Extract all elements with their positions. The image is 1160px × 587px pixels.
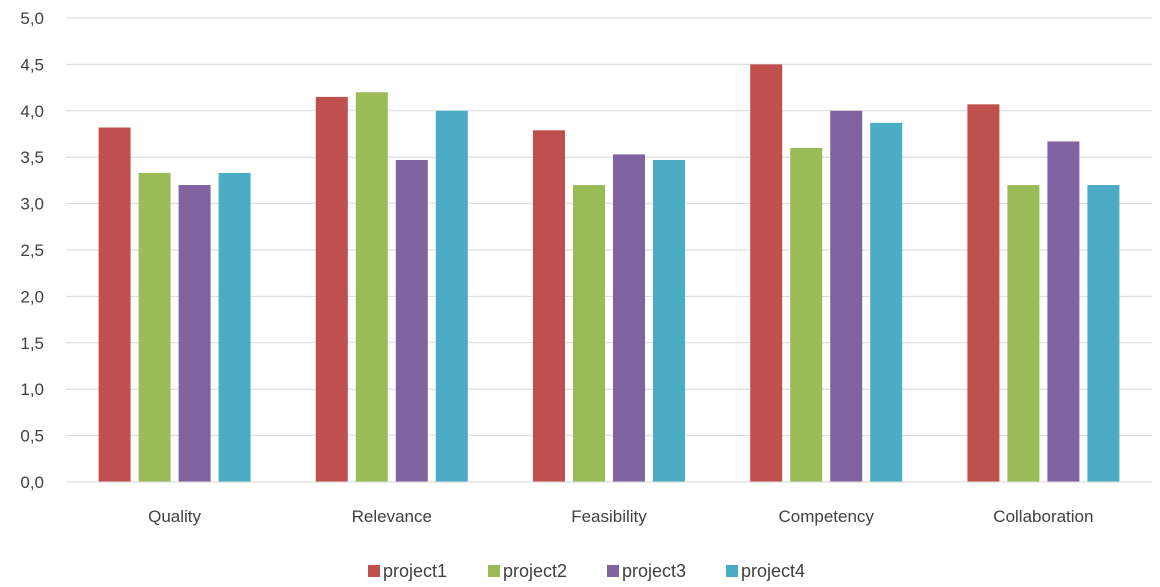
y-tick-label: 1,5 [20,334,44,353]
bar-project1-collaboration [967,104,1000,482]
legend-item-project2: project2 [488,561,567,581]
x-tick-label: Feasibility [571,507,647,526]
legend-label: project3 [622,561,686,581]
legend-item-project3: project3 [607,561,686,581]
bar-project2-quality [138,172,171,482]
legend-label: project4 [741,561,805,581]
legend-label: project1 [383,561,447,581]
bar-project2-collaboration [1007,185,1040,483]
bar-project4-quality [218,172,251,482]
legend-label: project2 [503,561,567,581]
bar-project4-competency [870,122,903,482]
y-tick-label: 2,0 [20,287,44,306]
bars [98,64,1120,483]
bar-project3-relevance [395,159,428,482]
bar-project2-relevance [355,92,388,483]
y-axis: 0,0 0,5 1,0 1,5 2,0 2,5 3,0 3,5 4,0 4,5 5,0 [20,9,44,492]
legend-item-project4: project4 [726,561,805,581]
x-tick-label: Collaboration [993,507,1093,526]
x-tick-label: Relevance [352,507,432,526]
bar-project3-quality [178,185,211,483]
y-tick-label: 2,5 [20,241,44,260]
x-tick-label: Competency [778,507,874,526]
bar-project1-competency [750,64,783,483]
bar-project1-feasibility [533,130,565,482]
x-tick-label: Quality [148,507,201,526]
bar-project3-competency [830,110,863,483]
x-axis: Quality Relevance Feasibility Competency Col… [66,481,1152,526]
bar-project2-feasibility [573,185,605,483]
legend-swatch [488,565,500,577]
bar-project1-quality [98,127,131,482]
y-tick-label: 4,0 [20,102,44,121]
y-tick-label: 3,0 [20,195,44,214]
y-tick-label: 5,0 [20,9,44,28]
y-tick-label: 0,0 [20,473,44,492]
bar-project4-relevance [435,110,468,483]
legend-swatch [726,565,738,577]
bar-project1-relevance [315,96,348,482]
legend-swatch [607,565,619,577]
legend-swatch [368,565,380,577]
bar-project4-feasibility [653,159,685,482]
bar-project2-competency [790,147,823,483]
bar-project4-collaboration [1087,185,1120,483]
y-tick-label: 0,5 [20,427,44,446]
bar-project3-collaboration [1047,141,1080,482]
legend-item-project1: project1 [368,561,447,581]
y-tick-label: 4,5 [20,55,44,74]
legend: project1 project2 project3 project4 [368,561,805,581]
y-tick-label: 1,0 [20,380,44,399]
bar-project3-feasibility [613,154,645,482]
y-tick-label: 3,5 [20,148,44,167]
